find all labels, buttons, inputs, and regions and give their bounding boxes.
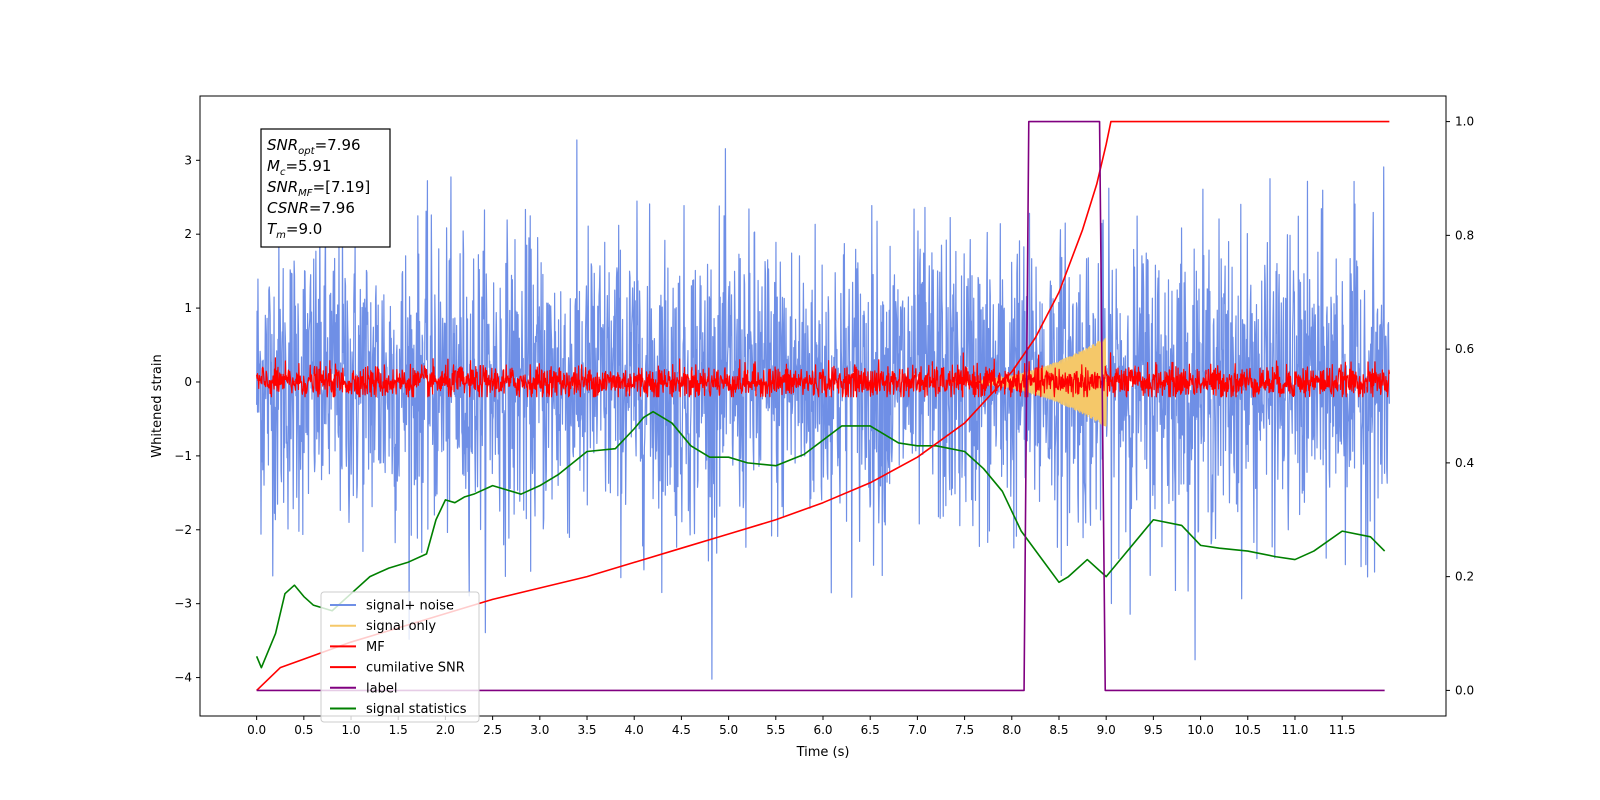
x-tick-label: 9.0	[1097, 723, 1116, 737]
x-tick-label: 2.0	[436, 723, 455, 737]
legend-label: MF	[366, 640, 385, 655]
y-tick-label-right: 0.8	[1455, 228, 1474, 242]
x-tick-label: 10.5	[1234, 723, 1261, 737]
y-tick-label-left: 3	[184, 153, 192, 167]
x-tick-label: 1.5	[389, 723, 408, 737]
annotation-line: Mc=5.91	[267, 157, 331, 178]
x-tick-label: 2.5	[483, 723, 502, 737]
x-tick-label: 3.0	[530, 723, 549, 737]
annotation-line: CSNR=7.96	[267, 199, 355, 217]
x-tick-label: 8.5	[1049, 723, 1068, 737]
annotation-line: Tm=9.0	[267, 220, 322, 241]
y-tick-label-left: 1	[184, 301, 192, 315]
annotation-line: SNRopt=7.96	[267, 136, 361, 157]
y-tick-label-right: 0.0	[1455, 683, 1474, 697]
x-tick-label: 7.0	[908, 723, 927, 737]
x-tick-label: 4.0	[625, 723, 644, 737]
x-tick-label: 5.0	[719, 723, 738, 737]
y-tick-label-right: 0.6	[1455, 342, 1474, 356]
legend: signal+ noise signal only MF cumilative SNR…	[320, 591, 480, 723]
legend-label: signal+ noise	[366, 599, 454, 614]
legend-label: signal only	[366, 619, 436, 634]
x-tick-label: 9.5	[1144, 723, 1163, 737]
x-tick-label: 6.0	[813, 723, 832, 737]
y-tick-label-right: 0.4	[1455, 456, 1474, 470]
y-tick-label-left: −2	[174, 523, 192, 537]
series-layer	[255, 120, 1390, 692]
series-signal-statistics	[255, 410, 1386, 669]
x-tick-label: 0.5	[294, 723, 313, 737]
legend-label: cumilative SNR	[366, 661, 465, 676]
x-tick-label: 10.0	[1187, 723, 1214, 737]
y-tick-label-left: 0	[184, 375, 192, 389]
annotation-frame	[260, 128, 391, 248]
x-tick-label: 0.0	[247, 723, 266, 737]
series-mf	[256, 352, 1390, 398]
legend-label: signal statistics	[366, 702, 467, 717]
annotation-line: SNRMF=[7.19]	[267, 178, 370, 199]
series-signal-noise	[256, 139, 1390, 680]
x-tick-label: 5.5	[766, 723, 785, 737]
x-tick-label: 8.0	[1002, 723, 1021, 737]
x-tick-label: 11.5	[1329, 723, 1356, 737]
x-tick-label: 3.5	[577, 723, 596, 737]
x-tick-label: 4.5	[672, 723, 691, 737]
y-tick-label-right: 0.2	[1455, 570, 1474, 584]
legend-frame	[320, 591, 480, 723]
x-axis-label: Time (s)	[796, 745, 850, 760]
y-axis-label: Whitened strain	[150, 354, 165, 457]
x-tick-label: 6.5	[861, 723, 880, 737]
y-tick-label-left: −3	[174, 597, 192, 611]
y-tick-label-left: −4	[174, 671, 192, 685]
legend-label: label	[366, 681, 397, 696]
axes-layer: 0.0 0.5 1.0 1.5 2.0 2.5 3.0 3.5 4.0 4.5 5.0 5.5 6.0 6…	[174, 115, 1474, 737]
x-tick-label: 1.0	[341, 723, 360, 737]
x-tick-label: 11.0	[1282, 723, 1309, 737]
y-tick-label-left: 2	[184, 227, 192, 241]
y-tick-label-left: −1	[174, 449, 192, 463]
x-tick-label: 7.5	[955, 723, 974, 737]
series-label	[256, 120, 1385, 692]
y-tick-label-right: 1.0	[1455, 115, 1474, 129]
